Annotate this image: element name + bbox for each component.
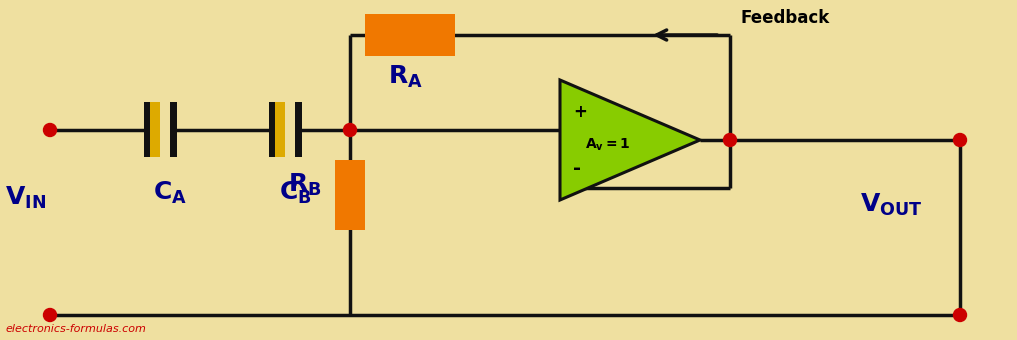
Polygon shape xyxy=(560,80,700,200)
Circle shape xyxy=(954,308,966,322)
Text: $\mathbf{C_A}$: $\mathbf{C_A}$ xyxy=(153,180,187,206)
Bar xyxy=(144,102,160,157)
Text: -: - xyxy=(573,158,581,177)
Circle shape xyxy=(344,123,357,136)
Text: $\mathbf{A_v = 1}$: $\mathbf{A_v = 1}$ xyxy=(586,137,631,153)
Bar xyxy=(335,160,365,230)
Bar xyxy=(149,102,160,157)
Bar xyxy=(295,102,302,157)
Text: electronics-formulas.com: electronics-formulas.com xyxy=(5,324,145,334)
Bar xyxy=(170,102,177,157)
Bar xyxy=(270,102,285,157)
Text: $\mathbf{C_B}$: $\mathbf{C_B}$ xyxy=(279,180,311,206)
Text: $\mathbf{V_{OUT}}$: $\mathbf{V_{OUT}}$ xyxy=(860,192,922,218)
Bar xyxy=(365,14,455,56)
Text: +: + xyxy=(573,103,587,121)
Bar xyxy=(275,102,285,157)
Text: $\mathbf{V_{IN}}$: $\mathbf{V_{IN}}$ xyxy=(5,185,46,211)
Text: $\mathbf{R_A}$: $\mathbf{R_A}$ xyxy=(387,64,422,90)
Circle shape xyxy=(723,134,736,147)
Circle shape xyxy=(954,134,966,147)
Text: Feedback: Feedback xyxy=(740,9,829,27)
Circle shape xyxy=(44,123,57,136)
Text: $\mathbf{R_B}$: $\mathbf{R_B}$ xyxy=(288,172,321,198)
Circle shape xyxy=(44,308,57,322)
